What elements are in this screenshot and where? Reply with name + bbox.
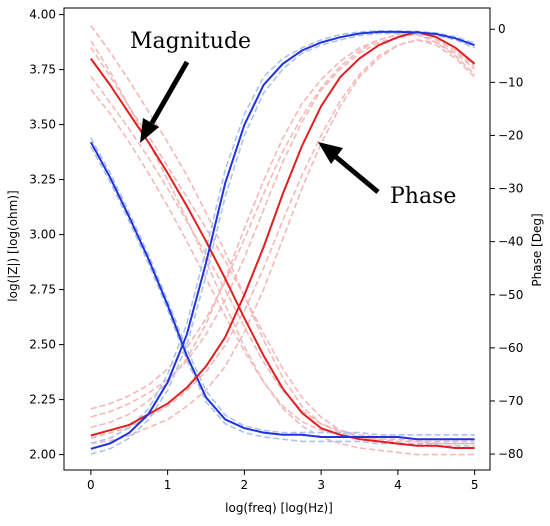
series-line-left-1 (90, 141, 475, 441)
left-tick-label: 3.00 (29, 228, 56, 242)
right-tick-label: −70 (498, 394, 523, 408)
x-tick-label: 5 (471, 478, 479, 492)
right-tick-label: −10 (498, 75, 523, 89)
right-tick-label: −30 (498, 182, 523, 196)
left-tick-label: 2.25 (29, 393, 56, 407)
series-line-dashed-left-6 (90, 75, 475, 440)
left-tick-label: 3.75 (29, 63, 56, 77)
left-tick-label: 3.50 (29, 118, 56, 132)
series-line-right-2 (90, 30, 476, 437)
right-tick-label: −40 (498, 235, 523, 249)
series-line-dashed-left-8 (90, 88, 475, 443)
plot-frame (63, 7, 491, 471)
series-line-right-3 (90, 30, 475, 450)
left-y-axis: 2.00 2.25 2.50 2.75 3.00 3.25 3.50 3.75 4.00 (29, 8, 64, 462)
left-tick-label: 2.00 (29, 448, 56, 462)
phase-arrow-shaft (334, 155, 380, 194)
left-y-axis-label: log(|Z|) [log(ohm)] (6, 190, 20, 301)
right-tick-label: −20 (498, 128, 523, 142)
right-tick-label: 0 (498, 22, 506, 36)
x-axis: 0 1 2 3 4 5 (87, 470, 478, 492)
series-line-dashed-right-14 (90, 39, 476, 439)
phase-annotation-text: Phase (390, 184, 456, 209)
x-tick-label: 3 (317, 478, 325, 492)
right-tick-label: −80 (498, 447, 523, 461)
series-layer (90, 25, 476, 456)
right-y-axis: 0 −10 −20 −30 −40 −50 −60 −70 −80 (490, 22, 523, 461)
left-tick-label: 2.75 (29, 283, 56, 297)
phase-annotation: Phase (318, 142, 456, 209)
left-tick-label: 3.25 (29, 173, 56, 187)
magnitude-annotation: Magnitude (130, 29, 251, 143)
left-tick-label: 2.50 (29, 338, 56, 352)
x-tick-label: 2 (241, 478, 249, 492)
right-tick-label: −60 (498, 341, 523, 355)
series-line-dashed-left-10 (90, 146, 475, 445)
x-tick-label: 0 (87, 478, 95, 492)
right-tick-label: −50 (498, 288, 523, 302)
magnitude-arrow-head (140, 118, 159, 143)
phase-arrow-head (318, 142, 343, 164)
series-line-dashed-left-9 (90, 137, 475, 436)
x-axis-label: log(freq) [log(Hz)] (225, 501, 333, 515)
x-tick-label: 1 (164, 478, 172, 492)
left-tick-label: 4.00 (29, 8, 56, 22)
series-line-left-0 (90, 58, 475, 449)
series-line-dashed-right-11 (90, 33, 476, 418)
series-line-dashed-left-5 (90, 40, 475, 456)
magnitude-arrow-shaft (149, 60, 190, 125)
series-line-dashed-right-17 (90, 30, 475, 445)
magnitude-annotation-text: Magnitude (130, 29, 251, 54)
right-y-axis-label: Phase [Deg] (530, 213, 544, 286)
x-tick-label: 4 (394, 478, 402, 492)
